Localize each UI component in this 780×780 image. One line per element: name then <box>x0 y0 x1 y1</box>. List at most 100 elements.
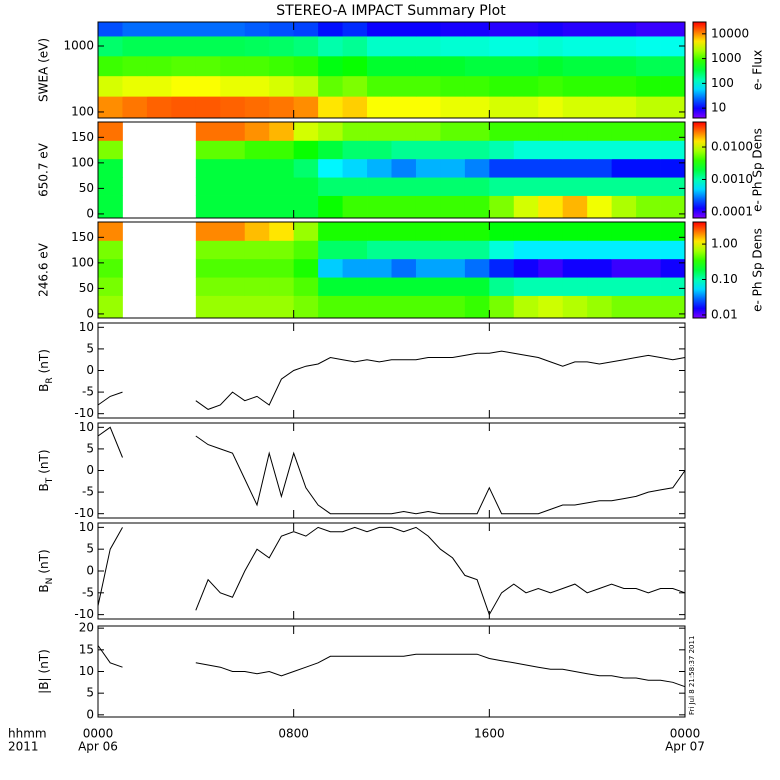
heatmap-cell <box>220 158 246 178</box>
heatmap-cell <box>98 96 123 119</box>
y-tick-label: 0 <box>86 707 94 721</box>
heatmap-cell <box>269 258 295 278</box>
heatmap-cell <box>367 222 392 241</box>
y-tick-label: -10 <box>74 506 94 520</box>
heatmap-cell <box>391 222 417 241</box>
heatmap-cell <box>440 55 466 77</box>
heatmap-cell <box>98 22 123 37</box>
heatmap-cell <box>318 277 343 296</box>
heatmap-cell <box>464 22 490 37</box>
colorbar-label: e- Flux <box>751 50 765 90</box>
x-tick-label: 0000 <box>670 727 701 741</box>
label-unit: (nT) <box>37 449 51 473</box>
y-tick-label: 100 <box>71 155 94 169</box>
heatmap-cell <box>611 122 637 141</box>
heatmap-cell <box>98 277 123 296</box>
heatmap-cell <box>562 140 588 160</box>
label-subscript: N <box>45 578 55 585</box>
heatmap-cell <box>391 195 417 219</box>
heatmap-cell <box>489 122 515 141</box>
heatmap-cell <box>318 295 343 319</box>
heatmap-cell <box>122 36 148 57</box>
y-tick-label: 0 <box>86 363 94 377</box>
heatmap-cell <box>538 96 564 119</box>
heatmap-cell <box>415 177 441 196</box>
heatmap-cell <box>440 177 466 196</box>
heatmap-cell <box>415 122 441 141</box>
heatmap-cell <box>195 240 221 260</box>
y-tick-label: 50 <box>79 281 94 295</box>
data-line <box>97 426 686 515</box>
heatmap-cell <box>636 36 661 57</box>
heatmap-cell <box>98 258 123 278</box>
heatmap-cell <box>489 96 515 119</box>
heatmap-cell <box>611 55 637 77</box>
heatmap-cell <box>220 258 246 278</box>
heatmap-cell <box>513 258 539 278</box>
heatmap-cell <box>415 195 441 219</box>
y-axis-label: BN (nT) <box>37 549 55 592</box>
heatmap-cell <box>489 258 515 278</box>
heatmap-cell <box>562 195 588 219</box>
y-tick-label: 0 <box>86 306 94 320</box>
heatmap-cell <box>538 55 564 77</box>
heatmap-cell <box>293 240 319 260</box>
colorbar-tick-label: 0.10 <box>711 272 738 286</box>
timestamp: Fri Jul 8 21:58:37 2011 <box>688 636 696 715</box>
heatmap-cell <box>538 75 564 97</box>
heatmap-cell <box>342 258 368 278</box>
heatmap-cell <box>440 240 466 260</box>
label-symbol: |B| <box>37 677 51 693</box>
heatmap-cell <box>146 55 172 77</box>
heatmap-cell <box>367 122 392 141</box>
colorbar-tick-label: 0.01 <box>711 307 738 321</box>
heatmap-cell <box>195 140 221 160</box>
heatmap-cell <box>538 195 564 219</box>
colorbar-tick-label: 10000 <box>711 26 749 40</box>
heatmap-cell <box>367 258 392 278</box>
heatmap-cell <box>562 36 588 57</box>
heatmap-cell <box>415 22 441 37</box>
heatmap-cell <box>636 158 661 178</box>
heatmap-cell <box>562 96 588 119</box>
heatmap-cell <box>367 195 392 219</box>
heatmap-cell <box>367 277 392 296</box>
heatmap-cell <box>293 122 319 141</box>
heatmap-cell <box>513 158 539 178</box>
heatmap-cell <box>538 295 564 319</box>
heatmap-cell <box>318 158 343 178</box>
heatmap-cell <box>293 295 319 319</box>
heatmap-cell <box>98 158 123 178</box>
heatmap-cell <box>587 22 613 37</box>
heatmap-cell <box>195 22 221 37</box>
heatmap-cell <box>220 55 246 77</box>
heatmap-cell <box>562 158 588 178</box>
heatmap-cell <box>269 177 295 196</box>
heatmap-cell <box>244 122 270 141</box>
colorbar-tick-label: 0.0001 <box>711 204 753 218</box>
heatmap-cell <box>611 177 637 196</box>
heatmap-cell <box>636 22 661 37</box>
heatmap-cell <box>391 75 417 97</box>
heatmap-cell <box>98 177 123 196</box>
label-unit: (nT) <box>37 549 51 573</box>
heatmap-cell <box>171 96 197 119</box>
heatmap-cell <box>269 122 295 141</box>
heatmap-cell <box>440 195 466 219</box>
heatmap-cell <box>244 195 270 219</box>
heatmap-cell <box>611 22 637 37</box>
heatmap-cell <box>244 222 270 241</box>
data-line <box>97 350 686 410</box>
heatmap-cell <box>660 36 686 57</box>
heatmap-cell <box>513 36 539 57</box>
heatmap-cell <box>562 22 588 37</box>
heatmap-cell <box>367 240 392 260</box>
heatmap-cell <box>269 222 295 241</box>
heatmap-cell <box>440 258 466 278</box>
heatmap-cell <box>587 55 613 77</box>
y-tick-label: 100 <box>71 104 94 118</box>
heatmap-cell <box>611 277 637 296</box>
heatmap-cell <box>146 22 172 37</box>
heatmap-cell <box>293 195 319 219</box>
heatmap-cell <box>513 22 539 37</box>
